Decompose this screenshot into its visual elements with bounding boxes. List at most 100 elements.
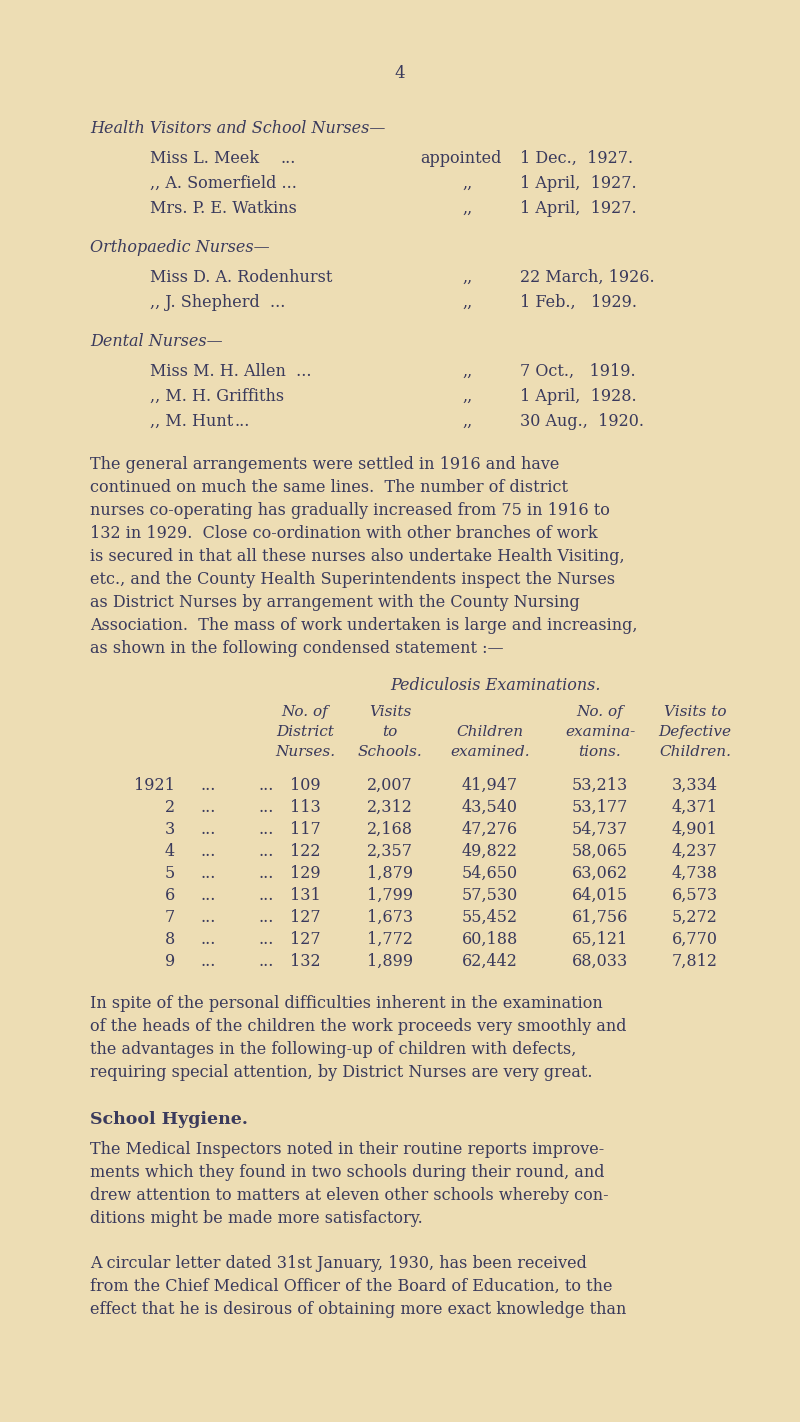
Text: 113: 113	[290, 799, 320, 816]
Text: In spite of the personal difficulties inherent in the examination: In spite of the personal difficulties in…	[90, 995, 602, 1012]
Text: 1,772: 1,772	[367, 931, 413, 948]
Text: 1,799: 1,799	[367, 887, 413, 904]
Text: Orthopaedic Nurses—: Orthopaedic Nurses—	[90, 239, 270, 256]
Text: 6,573: 6,573	[672, 887, 718, 904]
Text: ,,: ,,	[462, 388, 472, 405]
Text: The Medical Inspectors noted in their routine reports improve-: The Medical Inspectors noted in their ro…	[90, 1140, 604, 1158]
Text: Schools.: Schools.	[358, 745, 422, 759]
Text: 117: 117	[290, 820, 320, 838]
Text: 7: 7	[165, 909, 175, 926]
Text: No. of: No. of	[282, 705, 328, 720]
Text: School Hygiene.: School Hygiene.	[90, 1111, 248, 1128]
Text: ...: ...	[200, 887, 215, 904]
Text: ...: ...	[280, 149, 295, 166]
Text: 54,737: 54,737	[572, 820, 628, 838]
Text: examined.: examined.	[450, 745, 530, 759]
Text: Visits: Visits	[369, 705, 411, 720]
Text: 2: 2	[165, 799, 175, 816]
Text: 64,015: 64,015	[572, 887, 628, 904]
Text: ,, J. Shepherd  ...: ,, J. Shepherd ...	[150, 294, 286, 311]
Text: 129: 129	[290, 865, 320, 882]
Text: Miss D. A. Rodenhurst: Miss D. A. Rodenhurst	[150, 269, 332, 286]
Text: 1 Dec.,  1927.: 1 Dec., 1927.	[520, 149, 633, 166]
Text: 63,062: 63,062	[572, 865, 628, 882]
Text: Defective: Defective	[658, 725, 731, 739]
Text: 55,452: 55,452	[462, 909, 518, 926]
Text: No. of: No. of	[577, 705, 623, 720]
Text: 109: 109	[290, 776, 320, 793]
Text: ,,: ,,	[462, 175, 472, 192]
Text: 53,213: 53,213	[572, 776, 628, 793]
Text: 54,650: 54,650	[462, 865, 518, 882]
Text: 47,276: 47,276	[462, 820, 518, 838]
Text: ,, A. Somerfield ...: ,, A. Somerfield ...	[150, 175, 297, 192]
Text: 9: 9	[165, 953, 175, 970]
Text: Nurses.: Nurses.	[275, 745, 335, 759]
Text: Children.: Children.	[659, 745, 731, 759]
Text: 60,188: 60,188	[462, 931, 518, 948]
Text: ...: ...	[200, 953, 215, 970]
Text: Dental Nurses—: Dental Nurses—	[90, 333, 222, 350]
Text: 4,237: 4,237	[672, 843, 718, 860]
Text: Association.  The mass of work undertaken is large and increasing,: Association. The mass of work undertaken…	[90, 617, 638, 634]
Text: effect that he is desirous of obtaining more exact knowledge than: effect that he is desirous of obtaining …	[90, 1301, 626, 1318]
Text: 2,312: 2,312	[367, 799, 413, 816]
Text: 2,357: 2,357	[367, 843, 413, 860]
Text: 3,334: 3,334	[672, 776, 718, 793]
Text: ...: ...	[200, 776, 215, 793]
Text: ,, M. H. Griffiths: ,, M. H. Griffiths	[150, 388, 284, 405]
Text: 8: 8	[165, 931, 175, 948]
Text: from the Chief Medical Officer of the Board of Education, to the: from the Chief Medical Officer of the Bo…	[90, 1278, 613, 1295]
Text: 68,033: 68,033	[572, 953, 628, 970]
Text: 3: 3	[165, 820, 175, 838]
Text: 127: 127	[290, 931, 320, 948]
Text: 6: 6	[165, 887, 175, 904]
Text: Mrs. P. E. Watkins: Mrs. P. E. Watkins	[150, 201, 297, 218]
Text: continued on much the same lines.  The number of district: continued on much the same lines. The nu…	[90, 479, 568, 496]
Text: ditions might be made more satisfactory.: ditions might be made more satisfactory.	[90, 1210, 422, 1227]
Text: ...: ...	[200, 909, 215, 926]
Text: nurses co-operating has gradually increased from 75 in 1916 to: nurses co-operating has gradually increa…	[90, 502, 610, 519]
Text: ...: ...	[200, 799, 215, 816]
Text: 1 April,  1927.: 1 April, 1927.	[520, 175, 637, 192]
Text: 131: 131	[290, 887, 320, 904]
Text: 1,899: 1,899	[367, 953, 413, 970]
Text: The general arrangements were settled in 1916 and have: The general arrangements were settled in…	[90, 456, 559, 474]
Text: tions.: tions.	[578, 745, 622, 759]
Text: of the heads of the children the work proceeds very smoothly and: of the heads of the children the work pr…	[90, 1018, 626, 1035]
Text: drew attention to matters at eleven other schools whereby con-: drew attention to matters at eleven othe…	[90, 1187, 609, 1204]
Text: ,,: ,,	[462, 294, 472, 311]
Text: Health Visitors and School Nurses—: Health Visitors and School Nurses—	[90, 119, 386, 137]
Text: ...: ...	[200, 865, 215, 882]
Text: 127: 127	[290, 909, 320, 926]
Text: ...: ...	[200, 843, 215, 860]
Text: ...: ...	[235, 412, 250, 429]
Text: 53,177: 53,177	[572, 799, 628, 816]
Text: ,,: ,,	[462, 363, 472, 380]
Text: ...: ...	[258, 887, 274, 904]
Text: Pediculosis Examinations.: Pediculosis Examinations.	[390, 677, 602, 694]
Text: ,,: ,,	[462, 201, 472, 218]
Text: 43,540: 43,540	[462, 799, 518, 816]
Text: 58,065: 58,065	[572, 843, 628, 860]
Text: 4,371: 4,371	[672, 799, 718, 816]
Text: as shown in the following condensed statement :—: as shown in the following condensed stat…	[90, 640, 504, 657]
Text: ...: ...	[258, 931, 274, 948]
Text: 1,673: 1,673	[367, 909, 413, 926]
Text: 5: 5	[165, 865, 175, 882]
Text: 2,007: 2,007	[367, 776, 413, 793]
Text: examina-: examina-	[565, 725, 635, 739]
Text: 7,812: 7,812	[672, 953, 718, 970]
Text: Miss L. Meek: Miss L. Meek	[150, 149, 259, 166]
Text: 1 April,  1928.: 1 April, 1928.	[520, 388, 637, 405]
Text: 7 Oct.,   1919.: 7 Oct., 1919.	[520, 363, 636, 380]
Text: District: District	[276, 725, 334, 739]
Text: ...: ...	[258, 776, 274, 793]
Text: 1921: 1921	[134, 776, 175, 793]
Text: 49,822: 49,822	[462, 843, 518, 860]
Text: 30 Aug.,  1920.: 30 Aug., 1920.	[520, 412, 644, 429]
Text: 2,168: 2,168	[367, 820, 413, 838]
Text: ...: ...	[258, 799, 274, 816]
Text: A circular letter dated 31st January, 1930, has been received: A circular letter dated 31st January, 19…	[90, 1256, 587, 1273]
Text: ...: ...	[200, 931, 215, 948]
